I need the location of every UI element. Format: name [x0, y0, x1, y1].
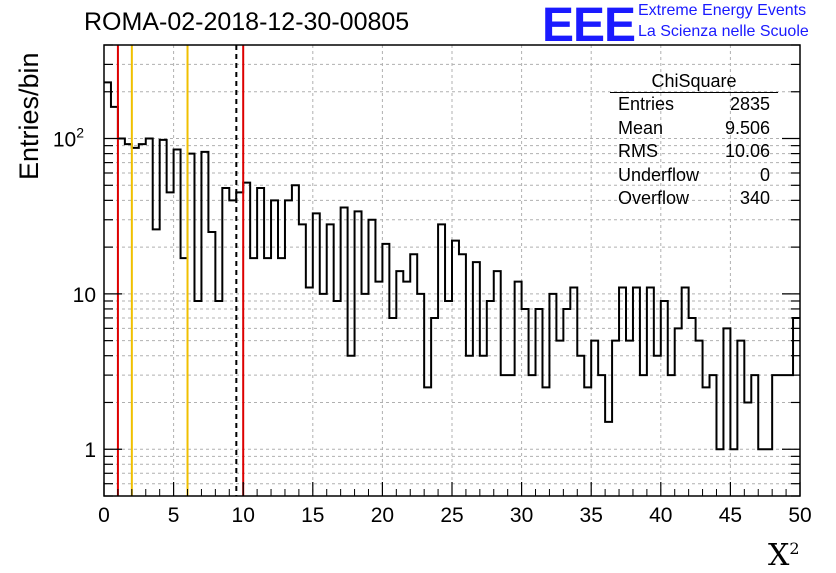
y-axis-label: Entries/bin — [14, 52, 44, 180]
stat-label: Mean — [618, 117, 664, 138]
stats-box: ChiSquare Entries 2835 Mean 9.506 RMS 10… — [610, 70, 778, 211]
stat-label: Overflow — [618, 188, 690, 208]
stat-value: 340 — [739, 188, 770, 208]
x-tick-label: 25 — [440, 504, 463, 527]
stat-label: RMS — [618, 141, 658, 161]
stat-row-mean: Mean 9.506 — [610, 117, 778, 141]
x-tick-label: 5 — [168, 504, 180, 527]
x-tick-label: 35 — [580, 504, 603, 527]
logo-line-2: La Scienza nelle Scuole — [638, 23, 809, 40]
x-tick-label: 15 — [301, 504, 324, 527]
x-tick-label: 30 — [510, 504, 533, 527]
x-tick-label: 45 — [719, 504, 742, 527]
x-tick-label: 50 — [788, 504, 811, 527]
stat-value: 0 — [759, 164, 770, 185]
stat-value: 9.506 — [724, 117, 770, 138]
x-tick-label: 40 — [649, 504, 672, 527]
stat-value: 2835 — [729, 94, 770, 114]
stat-value: 10.06 — [724, 141, 770, 161]
x-tick-label: 10 — [232, 504, 255, 527]
chart-title: ROMA-02-2018-12-30-00805 — [84, 8, 410, 36]
y-tick-label: 102 — [53, 125, 84, 152]
marker-lines — [116, 45, 245, 496]
y-tick-labels: 1 10 102 — [53, 125, 96, 463]
stat-label: Underflow — [618, 164, 700, 185]
x-axis-label: X2 — [768, 538, 800, 573]
x-axis-label-sup: 2 — [789, 539, 800, 558]
stat-row-entries: Entries 2835 — [610, 93, 778, 117]
x-tick-label: 0 — [98, 504, 110, 527]
x-tick-label: 20 — [371, 504, 394, 527]
stat-row-rms: RMS 10.06 — [610, 140, 778, 164]
y-tick-label: 1 — [84, 439, 96, 462]
stat-label: Entries — [618, 94, 675, 114]
stats-title: ChiSquare — [610, 70, 778, 93]
axis-ticks — [103, 44, 801, 497]
histogram-series — [104, 81, 800, 451]
eee-logo: EEE — [542, 0, 636, 52]
stat-row-overflow: Overflow 340 — [610, 187, 778, 211]
x-tick-labels: 0 5 10 15 20 25 30 35 40 45 50 — [98, 504, 812, 527]
stat-row-underflow: Underflow 0 — [610, 164, 778, 188]
logo-line-1: Extreme Energy Events — [638, 2, 807, 19]
x-axis-label-main: X — [768, 538, 790, 573]
y-tick-label: 10 — [73, 284, 96, 307]
